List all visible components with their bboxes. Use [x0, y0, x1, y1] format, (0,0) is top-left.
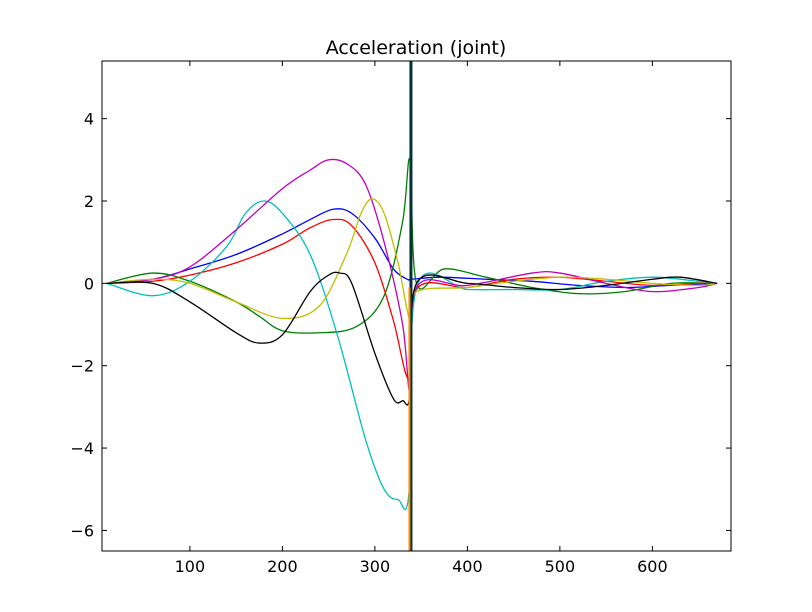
- y-tick-label: 4: [84, 110, 94, 129]
- y-tick-label: 0: [84, 274, 94, 293]
- x-axis: 100 200 300 400 500 600: [175, 61, 668, 576]
- series-line-1: [106, 208, 718, 289]
- plot-area: [106, 61, 718, 551]
- x-tick-label: 600: [637, 557, 668, 576]
- x-tick-label: 300: [360, 557, 391, 576]
- x-tick-label: 500: [545, 557, 576, 576]
- chart-title: Acceleration (joint): [326, 37, 507, 59]
- x-tick-label: 200: [267, 557, 298, 576]
- series-line-5: [106, 158, 718, 392]
- x-tick-label: 100: [175, 557, 206, 576]
- y-tick-label: 2: [84, 192, 94, 211]
- axes-frame: [101, 60, 732, 552]
- y-axis: −6 −4 −2 0 2 4: [70, 110, 731, 540]
- y-tick-label: −6: [70, 521, 94, 540]
- series-line-6: [106, 198, 718, 322]
- y-tick-label: −4: [70, 439, 94, 458]
- series-line-4: [106, 200, 718, 511]
- series-line-7: [106, 271, 718, 406]
- y-tick-label: −2: [70, 357, 94, 376]
- x-tick-label: 400: [452, 557, 483, 576]
